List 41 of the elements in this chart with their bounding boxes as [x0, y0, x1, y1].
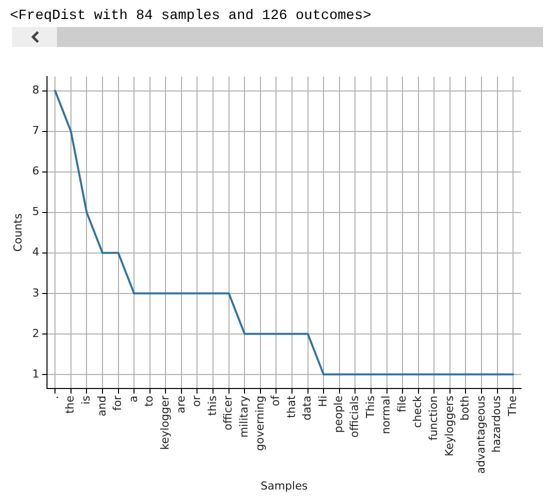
y-tick-label: 5: [32, 205, 40, 218]
x-tick-label: Hi: [316, 396, 330, 407]
y-tick-label: 3: [32, 286, 40, 300]
x-tick-label: The: [506, 395, 519, 418]
x-tick-label: are: [174, 395, 188, 414]
x-tick-label: function: [426, 396, 440, 441]
x-tick-label: advantageous: [474, 395, 488, 474]
x-tick-label: .: [48, 396, 61, 400]
x-tick-label: Keyloggers: [442, 395, 456, 456]
y-tick-label: 8: [32, 84, 40, 97]
x-tick-label: that: [284, 394, 298, 418]
y-tick-label: 2: [32, 326, 40, 340]
x-tick-label: a: [126, 396, 140, 402]
x-tick-label: file: [395, 395, 408, 412]
y-tick-label: 7: [32, 124, 40, 138]
x-tick-label: hazardous: [490, 395, 504, 453]
x-tick-label: is: [80, 395, 93, 404]
x-tick-label: and: [95, 396, 108, 416]
x-tick-label: for: [111, 395, 124, 411]
x-tick-label: officer: [222, 395, 235, 430]
x-tick-label: keylogger: [158, 395, 172, 450]
y-tick-label: 6: [32, 164, 40, 178]
x-tick-label: this: [206, 395, 219, 416]
x-tick-label: the: [64, 395, 77, 414]
x-tick-label: check: [411, 395, 424, 428]
x-tick-label: people: [332, 395, 346, 433]
x-tick-label: both: [458, 396, 472, 421]
x-tick-label: of: [269, 394, 282, 406]
x-tick-label: data: [300, 396, 314, 420]
x-tick-label: military: [237, 395, 250, 438]
text: <FreqDist with 84 samples and 126 outcomes>: [10, 8, 372, 24]
x-tick-label: or: [190, 395, 204, 407]
x-axis-title: Samples: [260, 479, 308, 492]
x-tick-label: normal: [380, 396, 393, 434]
x-tick-label: officials: [348, 395, 362, 438]
x-tick-label: This: [364, 395, 377, 420]
x-tick-label: to: [142, 395, 156, 407]
y-axis-title: Counts: [11, 213, 24, 252]
y-tick-label: 4: [32, 246, 40, 259]
x-tick-label: governing: [253, 396, 266, 451]
y-tick-label: 1: [32, 367, 40, 380]
